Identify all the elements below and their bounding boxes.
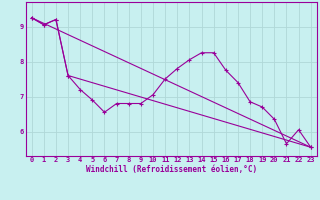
- X-axis label: Windchill (Refroidissement éolien,°C): Windchill (Refroidissement éolien,°C): [86, 165, 257, 174]
